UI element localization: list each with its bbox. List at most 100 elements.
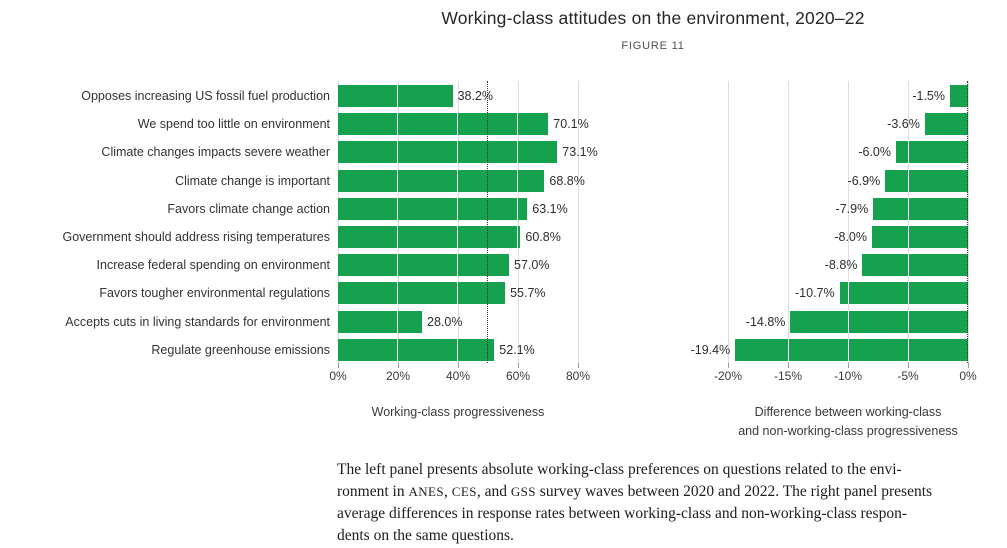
bar-value-label: -3.6% [887,117,920,132]
bar [338,310,422,333]
axis-tick-label: 40% [445,369,471,383]
gridline [577,81,579,363]
bar [873,197,968,220]
bar-value-label: 63.1% [532,201,568,216]
axis-tick-label: 80% [565,369,591,383]
reference-line [487,81,488,363]
axis-tick [727,363,729,368]
bar-value-label: 52.1% [499,342,535,357]
axis-tick [847,363,849,368]
bar-value-label: -7.9% [835,201,869,216]
chart-title: Working-class attitudes on the environme… [441,8,865,28]
bar [924,113,968,136]
axis-tick-label: -5% [897,369,919,383]
bar-value-label: 68.8% [549,173,585,188]
bar-value-label: -8.8% [824,258,858,273]
gridline [517,81,519,363]
survey-acronym: CES [451,484,477,499]
bar [338,85,453,107]
axis-tick [337,363,339,368]
bar [338,141,558,164]
bar [862,254,968,277]
category-label: Favors tougher environmental regulations [99,286,330,301]
axis-title-line: Working-class progressiveness [371,405,545,419]
axis-tick [517,363,519,368]
axis-tick-label: -20% [713,369,742,383]
bar-value-label: 57.0% [514,258,550,273]
bar [338,113,549,136]
figure-caption: The left panel presents absolute working… [337,459,967,547]
bar [338,226,521,248]
bar [338,282,506,305]
axis-tick-label: 60% [505,369,531,383]
category-label: Regulate greenhouse emissions [151,342,330,357]
axis-tick-label: 0% [959,369,977,383]
caption-line: The left panel presents absolute working… [337,461,902,478]
bar-value-label: 73.1% [562,145,598,160]
gridline [967,81,969,363]
bar-value-label: -1.5% [912,89,945,103]
bar [338,197,528,220]
reference-line [967,81,968,363]
axis-tick [787,363,789,368]
right-panel: -1.5% -3.6% -6.0% -6.9% -7.9% -8.0% -8.8% -10.7… [691,81,977,383]
bar [896,141,968,164]
axis-tick [457,363,459,368]
bar-value-label: -6.0% [858,145,891,160]
category-label: Climate changes impacts severe weather [101,145,330,160]
axis-title-line: and non-working-class progressiveness [738,424,958,438]
bar [872,226,968,248]
bar-value-label: -19.4% [690,342,731,357]
bar-value-label: 55.7% [510,286,546,301]
gridline [787,81,789,363]
bar-value-label: -14.8% [745,314,786,329]
gridline [457,81,459,363]
gridline [337,81,339,363]
caption-line: ronment in ANES, CES, and GSS survey wav… [337,483,933,500]
axis-tick [397,363,399,368]
survey-acronym: ANES [408,484,445,499]
bar-value-label: 28.0% [427,314,463,329]
axis-tick-label: 0% [329,369,347,383]
bar [735,338,968,361]
bar [338,169,545,192]
left-axis-title: Working-class progressiveness [338,403,578,422]
bar [338,338,495,361]
axis-tick-label: -15% [773,369,802,383]
caption-line: dents on the same questions. [337,527,514,544]
axis-tick [577,363,579,368]
left-panel: 38.2% 70.1% 73.1% 68.8% 63.1% 60.8% 57.0% 55.7%… [329,81,598,383]
bar [950,85,968,107]
axis-tick [967,363,969,368]
gridline [847,81,849,363]
category-label: Favors climate change action [167,201,330,216]
gridline [907,81,909,363]
axis-tick [907,363,909,368]
category-label: Government should address rising tempera… [62,230,331,244]
axis-tick-label: 20% [385,369,411,383]
bar [885,169,968,192]
bar [790,310,968,333]
bar [338,254,509,277]
gridline [727,81,729,363]
bar-value-label: -6.9% [847,173,881,188]
category-label: Increase federal spending on environment [96,258,330,273]
category-label: Accepts cuts in living standards for env… [65,314,330,329]
survey-acronym: GSS [510,484,536,499]
bar [839,282,968,305]
category-label: Climate change is important [175,173,330,188]
category-label: Opposes increasing US fossil fuel produc… [81,89,330,103]
bar-value-label: 60.8% [525,230,561,244]
bar-value-label: 70.1% [553,117,589,132]
gridline [397,81,399,363]
figure-number-label: FIGURE 11 [621,40,685,52]
bar-value-label: -8.0% [834,230,867,244]
bar-value-label: 38.2% [457,89,494,103]
axis-tick-label: -10% [833,369,862,383]
category-label: We spend too little on environment [137,117,330,132]
right-axis-title: Difference between working-class and non-… [728,403,968,441]
caption-line: average differences in response rates be… [337,505,907,522]
bar-value-label: -10.7% [795,286,835,301]
axis-title-line: Difference between working-class [754,405,942,419]
